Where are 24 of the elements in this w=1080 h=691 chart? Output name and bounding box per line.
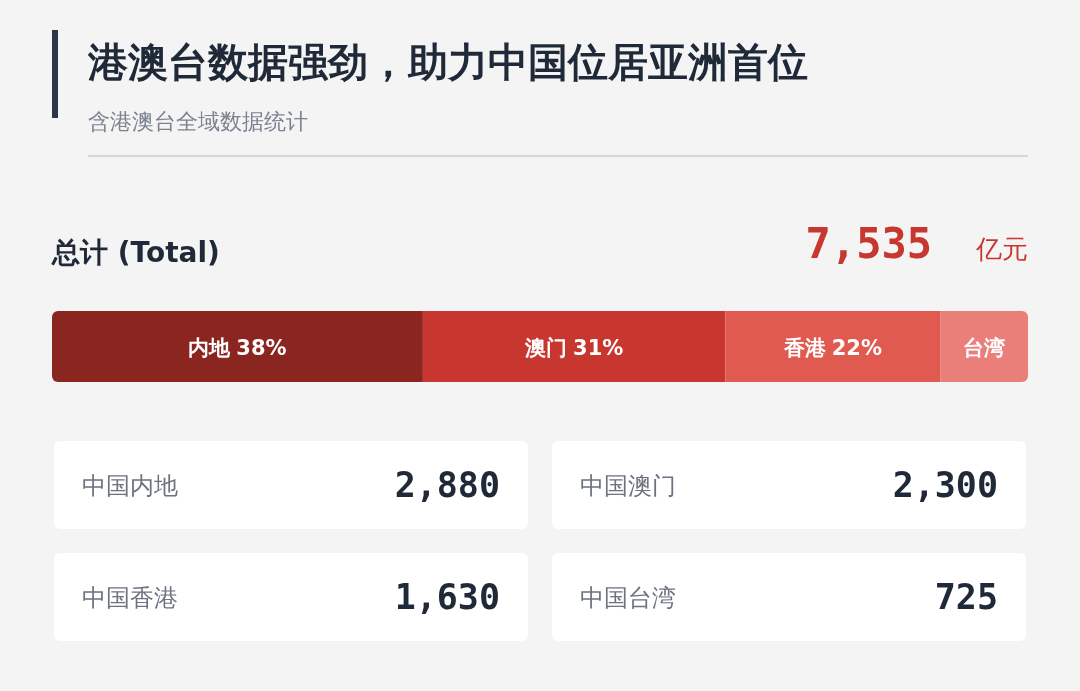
- chart-subtitle: 含港澳台全域数据统计: [88, 109, 308, 134]
- series-label: 澳门: [524, 335, 568, 360]
- category-label: 中国内地: [82, 472, 178, 500]
- text: 总计 (Total): [51, 236, 220, 269]
- category-label: 中国澳门: [580, 472, 676, 500]
- bar: [940, 311, 1028, 382]
- data-label: 2,300: [892, 465, 998, 505]
- series-label: 香港: [782, 335, 827, 360]
- data-label: 38%: [236, 335, 287, 360]
- category-label: 中国香港: [82, 584, 178, 612]
- category-label: 中国台湾: [580, 584, 676, 612]
- bar: [422, 311, 726, 382]
- data-label: 1,630: [394, 577, 500, 617]
- text: 7,535: [805, 219, 932, 268]
- data-label: 725: [934, 577, 998, 617]
- bar: [52, 311, 423, 382]
- text: 亿元: [975, 234, 1028, 264]
- chart-title: 港澳台数据强劲，助力中国位居亚洲首位: [87, 39, 808, 85]
- series-label: 内地: [188, 335, 232, 360]
- data-label: 22%: [831, 335, 882, 360]
- bar: [725, 311, 941, 382]
- series-label: 台湾: [963, 335, 1006, 360]
- data-label: 2,880: [394, 465, 500, 505]
- data-label: 31%: [573, 335, 624, 360]
